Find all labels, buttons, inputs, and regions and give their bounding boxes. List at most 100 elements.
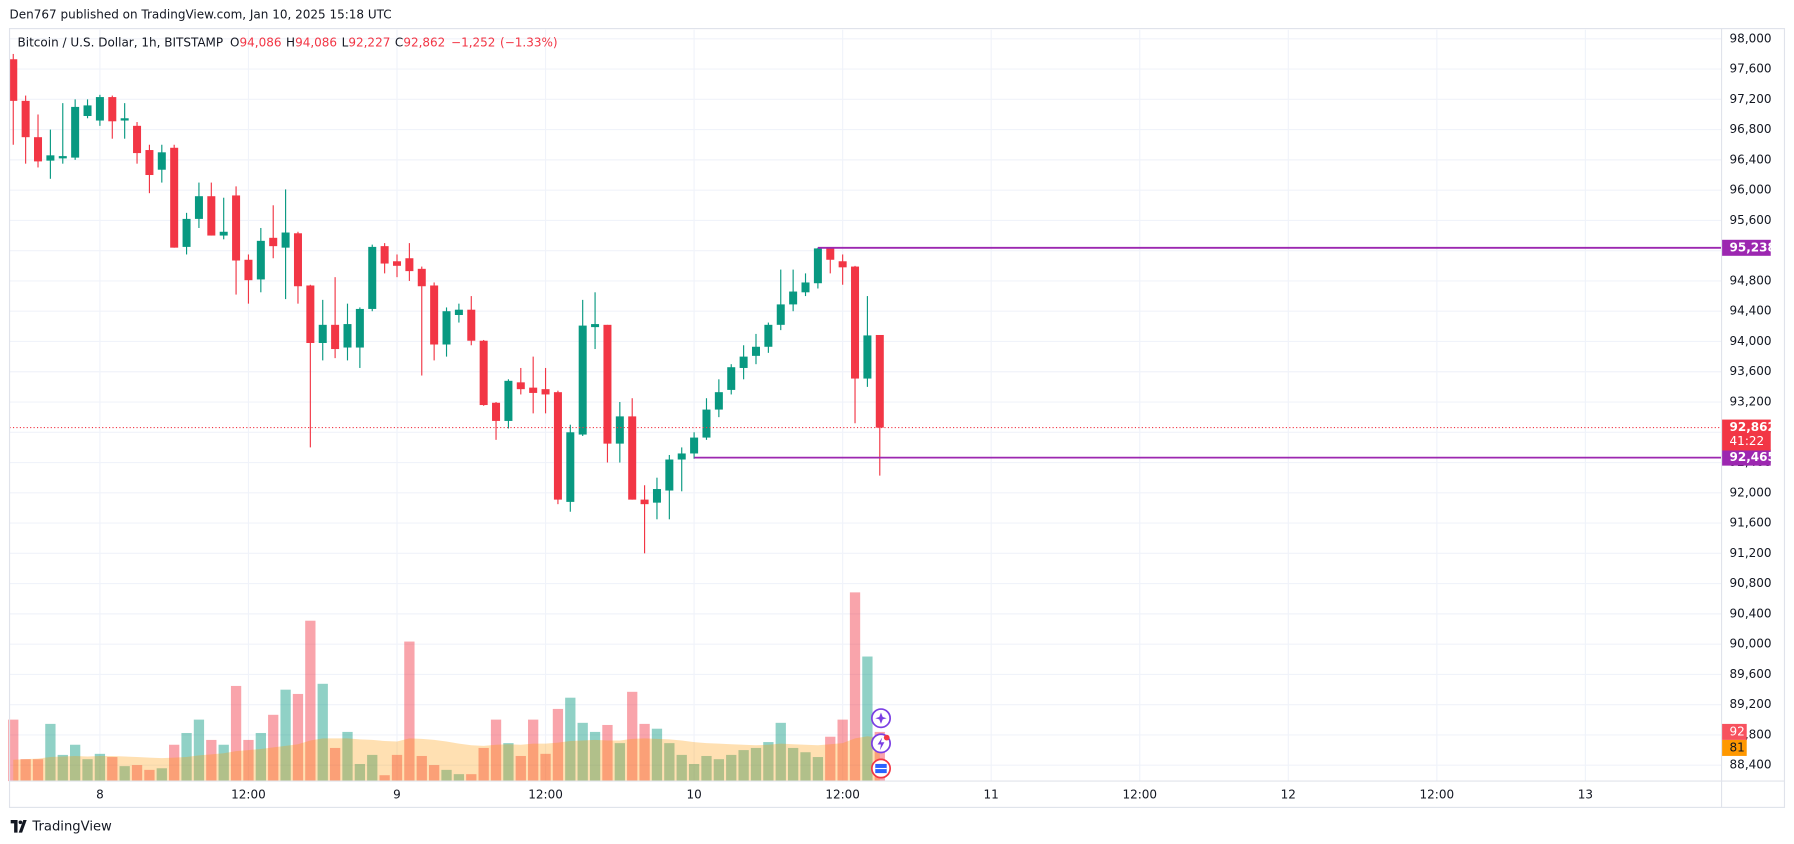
- volume-bar: [478, 747, 489, 782]
- level-label: 95,238: [1730, 240, 1776, 254]
- volume-ma-label: 81: [1730, 740, 1745, 754]
- candle-body: [813, 248, 822, 284]
- volume-bar: [441, 769, 452, 782]
- logo-dot: [18, 820, 23, 825]
- candle-body: [281, 232, 290, 248]
- volume-bar: [107, 757, 118, 782]
- candle-body: [764, 324, 773, 347]
- volume-bar: [602, 724, 613, 782]
- y-tick-label: 90,400: [1730, 606, 1772, 620]
- candle-body: [21, 100, 30, 138]
- legend-key: C: [395, 35, 403, 49]
- countdown: 41:22: [1730, 434, 1765, 448]
- volume-bar: [490, 719, 502, 782]
- candle-body: [244, 259, 253, 281]
- candle-body: [591, 324, 600, 328]
- volume-bar: [614, 743, 625, 782]
- volume-bar: [292, 693, 304, 782]
- volume-bar: [577, 722, 588, 782]
- volume-bar: [639, 723, 650, 782]
- volume-ma-area: [13, 736, 880, 782]
- candle-body: [318, 324, 327, 343]
- volume-label: 92: [1730, 724, 1745, 738]
- candle-body: [838, 261, 847, 268]
- volume-bar: [57, 754, 68, 782]
- overlays: 88,40088,80089,20089,60090,00090,40090,8…: [9, 31, 1776, 801]
- brand: TradingView: [31, 819, 112, 834]
- y-tick-label: 91,600: [1730, 516, 1772, 530]
- volume-bar: [131, 765, 143, 782]
- x-tick-label: 12:00: [231, 787, 266, 801]
- candle-body: [417, 268, 426, 287]
- volume-bar: [8, 719, 19, 782]
- candle-body: [751, 346, 760, 356]
- published-note: Den767 published on TradingView.com, Jan…: [10, 7, 392, 21]
- volume-bar: [812, 757, 824, 782]
- y-tick-label: 96,000: [1730, 183, 1772, 197]
- volume-bar: [775, 722, 786, 782]
- volume-bar: [354, 763, 366, 782]
- y-tick-label: 92,000: [1730, 485, 1772, 499]
- volume-bar: [193, 719, 205, 782]
- candle-body: [665, 459, 674, 491]
- legend-value: 92,862: [403, 35, 445, 49]
- candle-body: [331, 324, 340, 350]
- volume-bar: [391, 754, 403, 782]
- legend: Bitcoin / U.S. Dollar, 1h, BITSTAMP O94,0…: [18, 35, 558, 49]
- last-price-box: [1721, 419, 1771, 451]
- candle-body: [529, 387, 538, 393]
- y-tick-label: 94,800: [1730, 273, 1772, 287]
- y-tick-label: 93,200: [1730, 395, 1772, 409]
- x-tick-label: 8: [96, 787, 104, 801]
- volume-bar: [503, 743, 514, 782]
- volume-bar: [565, 697, 576, 782]
- volume-bar: [589, 731, 601, 782]
- candle-body: [727, 367, 736, 390]
- volume-bar: [862, 656, 873, 782]
- indicator-icons[interactable]: [870, 708, 891, 779]
- volume-bar: [156, 768, 167, 782]
- x-tick-label: 12:00: [1420, 787, 1455, 801]
- candle-body: [269, 237, 278, 247]
- legend-key: H: [286, 35, 295, 49]
- candle-body: [95, 97, 104, 121]
- volume-bar: [268, 714, 279, 782]
- y-tick-label: 88,400: [1730, 758, 1772, 772]
- candle-body: [516, 382, 525, 390]
- x-tick-label: 10: [686, 787, 701, 801]
- candle-body: [207, 196, 216, 236]
- volume-bar: [119, 766, 130, 782]
- volume-bar: [763, 742, 774, 782]
- y-tick-label: 89,600: [1730, 667, 1772, 681]
- candle-body: [343, 324, 352, 348]
- volume-bar: [404, 641, 415, 782]
- candle-body: [863, 335, 872, 379]
- candle-body: [71, 106, 80, 158]
- volume-bar: [255, 732, 266, 782]
- candle-body: [108, 97, 117, 122]
- volume-bar: [82, 759, 93, 782]
- legend-symbol: Bitcoin / U.S. Dollar, 1h, BITSTAMP: [18, 35, 224, 49]
- candle-body: [368, 246, 377, 309]
- candle-body: [541, 389, 550, 395]
- y-tick-label: 97,200: [1730, 92, 1772, 106]
- volume-bar: [379, 775, 390, 782]
- candle-body: [640, 499, 649, 505]
- level-label-box: [1721, 239, 1771, 256]
- volume-ma-label-box: [1721, 739, 1747, 756]
- candle-body: [393, 261, 402, 266]
- candle-body: [739, 356, 748, 368]
- volume-bar: [329, 747, 341, 782]
- candle-body: [380, 246, 389, 264]
- y-tick-label: 95,600: [1730, 213, 1772, 227]
- candle-body: [603, 324, 612, 444]
- candle-body: [875, 334, 884, 428]
- candle-body: [430, 285, 439, 345]
- volume-bar: [726, 754, 737, 782]
- volume-bar: [664, 743, 675, 782]
- frame: [8, 28, 1786, 808]
- volume-bar: [738, 750, 749, 782]
